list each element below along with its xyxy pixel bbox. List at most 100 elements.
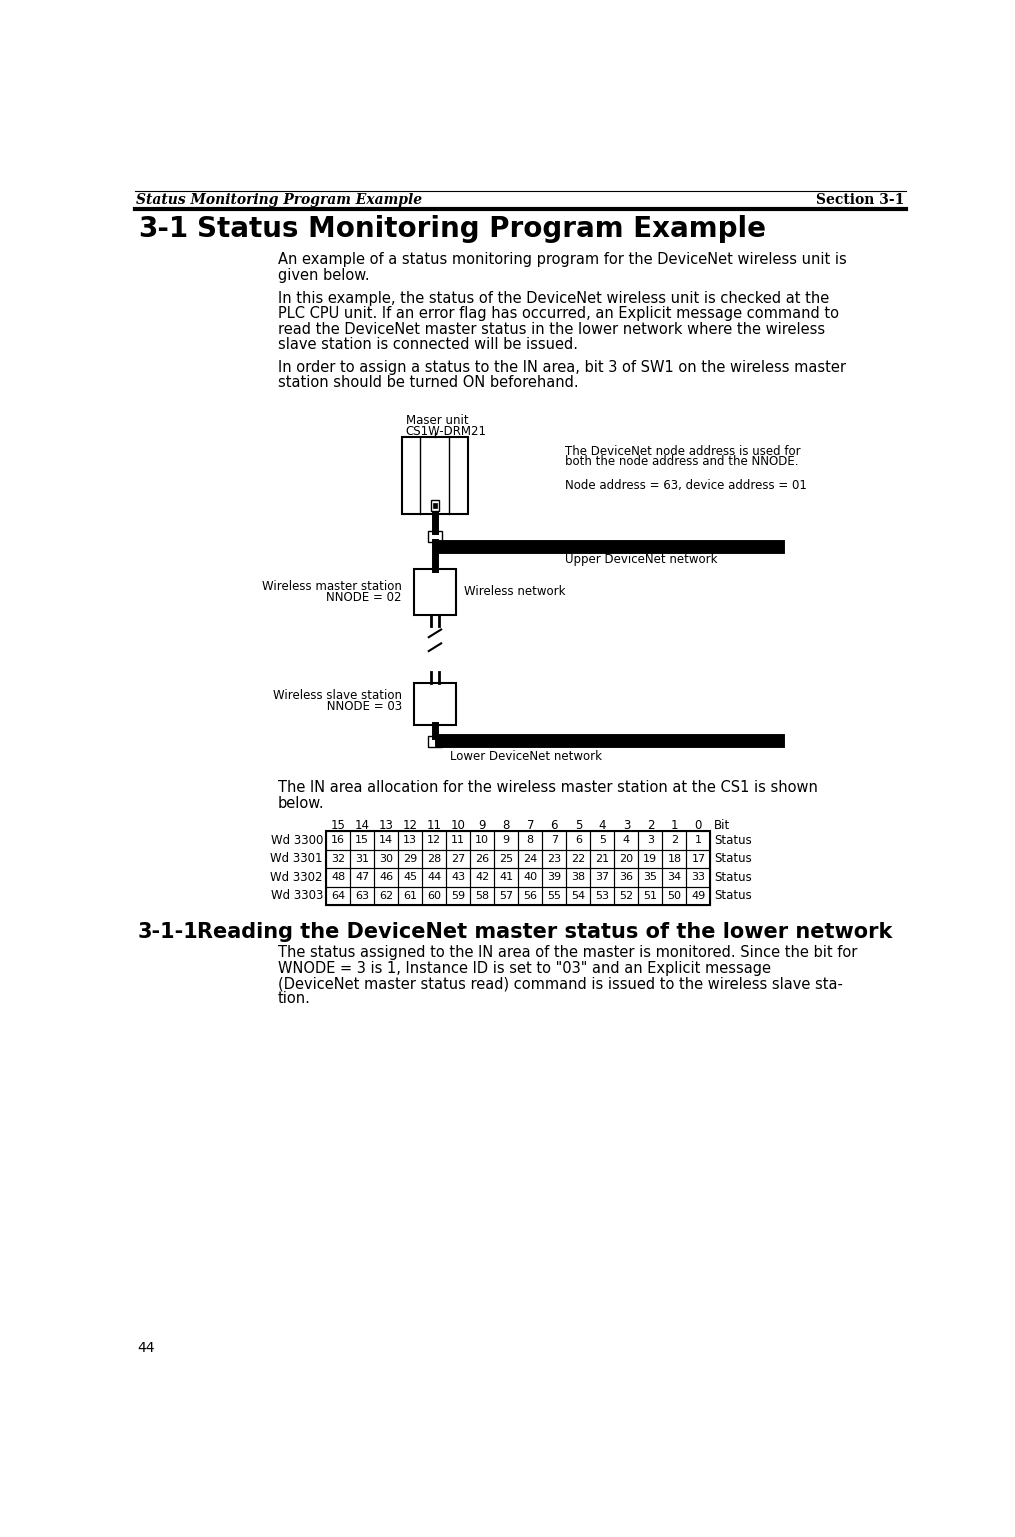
Text: 28: 28: [427, 855, 442, 864]
Text: Node address = 63, device address = 01: Node address = 63, device address = 01: [564, 478, 807, 492]
Text: 24: 24: [523, 855, 537, 864]
Text: given below.: given below.: [278, 267, 369, 283]
Text: Status Monitoring Program Example: Status Monitoring Program Example: [197, 215, 765, 243]
Text: 34: 34: [667, 873, 681, 882]
Text: Wd 3301: Wd 3301: [270, 853, 323, 865]
Text: 15: 15: [331, 819, 345, 832]
Bar: [422, 850, 447, 868]
Bar: [614, 832, 638, 850]
Text: 63: 63: [355, 891, 369, 901]
Text: 9: 9: [478, 819, 486, 832]
Bar: [422, 868, 447, 887]
Text: 35: 35: [644, 873, 658, 882]
Text: Wireless slave station: Wireless slave station: [273, 689, 402, 702]
Bar: [326, 868, 350, 887]
Text: NNODE = 03: NNODE = 03: [323, 699, 402, 713]
Text: (DeviceNet master status read) command is issued to the wireless slave sta-: (DeviceNet master status read) command i…: [278, 976, 842, 991]
Text: 25: 25: [499, 855, 514, 864]
Bar: [350, 868, 375, 887]
Text: 20: 20: [619, 855, 633, 864]
Bar: [638, 887, 663, 905]
Text: 44: 44: [427, 873, 442, 882]
Text: 46: 46: [379, 873, 393, 882]
Text: 56: 56: [524, 891, 537, 901]
Bar: [494, 868, 519, 887]
Bar: [591, 850, 614, 868]
Bar: [614, 868, 638, 887]
Text: 14: 14: [354, 819, 369, 832]
Text: 50: 50: [668, 891, 681, 901]
Text: An example of a status monitoring program for the DeviceNet wireless unit is: An example of a status monitoring progra…: [278, 252, 847, 267]
Text: 54: 54: [571, 891, 586, 901]
Text: 12: 12: [403, 819, 417, 832]
Text: 29: 29: [403, 855, 417, 864]
Text: both the node address and the NNODE.: both the node address and the NNODE.: [564, 455, 798, 469]
Text: 12: 12: [427, 836, 442, 845]
Text: 11: 11: [426, 819, 442, 832]
Bar: [428, 530, 442, 541]
Text: 48: 48: [331, 873, 345, 882]
Text: 4: 4: [623, 836, 630, 845]
Text: 1: 1: [695, 836, 702, 845]
Bar: [638, 868, 663, 887]
Text: 1: 1: [671, 819, 678, 832]
Text: 62: 62: [379, 891, 393, 901]
Text: 51: 51: [644, 891, 658, 901]
Bar: [398, 832, 422, 850]
Bar: [686, 868, 710, 887]
Bar: [398, 850, 422, 868]
Bar: [433, 503, 436, 507]
Bar: [663, 850, 686, 868]
Text: Status Monitoring Program Example: Status Monitoring Program Example: [136, 194, 422, 207]
Text: 41: 41: [499, 873, 514, 882]
Bar: [542, 887, 566, 905]
Text: 31: 31: [355, 855, 369, 864]
Text: 7: 7: [527, 819, 534, 832]
Text: 6: 6: [574, 836, 582, 845]
Text: 10: 10: [475, 836, 489, 845]
Bar: [686, 832, 710, 850]
Bar: [350, 850, 375, 868]
Bar: [519, 850, 542, 868]
Bar: [470, 887, 494, 905]
Bar: [326, 850, 350, 868]
Text: PLC CPU unit. If an error flag has occurred, an Explicit message command to: PLC CPU unit. If an error flag has occur…: [278, 306, 839, 321]
Bar: [614, 887, 638, 905]
Text: slave station is connected will be issued.: slave station is connected will be issue…: [278, 337, 578, 352]
Bar: [566, 868, 591, 887]
Text: 9: 9: [502, 836, 510, 845]
Text: 26: 26: [475, 855, 489, 864]
Text: In this example, the status of the DeviceNet wireless unit is checked at the: In this example, the status of the Devic…: [278, 290, 829, 306]
Text: The IN area allocation for the wireless master station at the CS1 is shown: The IN area allocation for the wireless …: [278, 781, 818, 796]
Text: 19: 19: [644, 855, 658, 864]
Text: In order to assign a status to the IN area, bit 3 of SW1 on the wireless master: In order to assign a status to the IN ar…: [278, 360, 845, 375]
Text: NNODE = 02: NNODE = 02: [327, 592, 402, 604]
Text: read the DeviceNet master status in the lower network where the wireless: read the DeviceNet master status in the …: [278, 321, 825, 337]
Bar: [542, 850, 566, 868]
Text: CS1W-DRM21: CS1W-DRM21: [406, 424, 487, 438]
Text: station should be turned ON beforehand.: station should be turned ON beforehand.: [278, 375, 579, 390]
Bar: [663, 887, 686, 905]
Text: Wireless master station: Wireless master station: [262, 581, 402, 593]
Text: 2: 2: [647, 819, 654, 832]
Text: Lower DeviceNet network: Lower DeviceNet network: [450, 750, 602, 762]
Text: 57: 57: [499, 891, 514, 901]
Text: 3-1: 3-1: [138, 215, 188, 243]
Bar: [350, 887, 375, 905]
Text: 6: 6: [550, 819, 558, 832]
Text: 0: 0: [694, 819, 702, 832]
Bar: [375, 832, 398, 850]
Bar: [326, 887, 350, 905]
Text: tion.: tion.: [278, 991, 311, 1007]
Bar: [663, 868, 686, 887]
Bar: [566, 832, 591, 850]
Bar: [447, 832, 470, 850]
Text: 42: 42: [475, 873, 489, 882]
Text: 37: 37: [595, 873, 609, 882]
Bar: [663, 832, 686, 850]
Bar: [614, 850, 638, 868]
Text: 27: 27: [451, 855, 465, 864]
Text: 7: 7: [551, 836, 558, 845]
Bar: [470, 850, 494, 868]
Text: 58: 58: [475, 891, 489, 901]
